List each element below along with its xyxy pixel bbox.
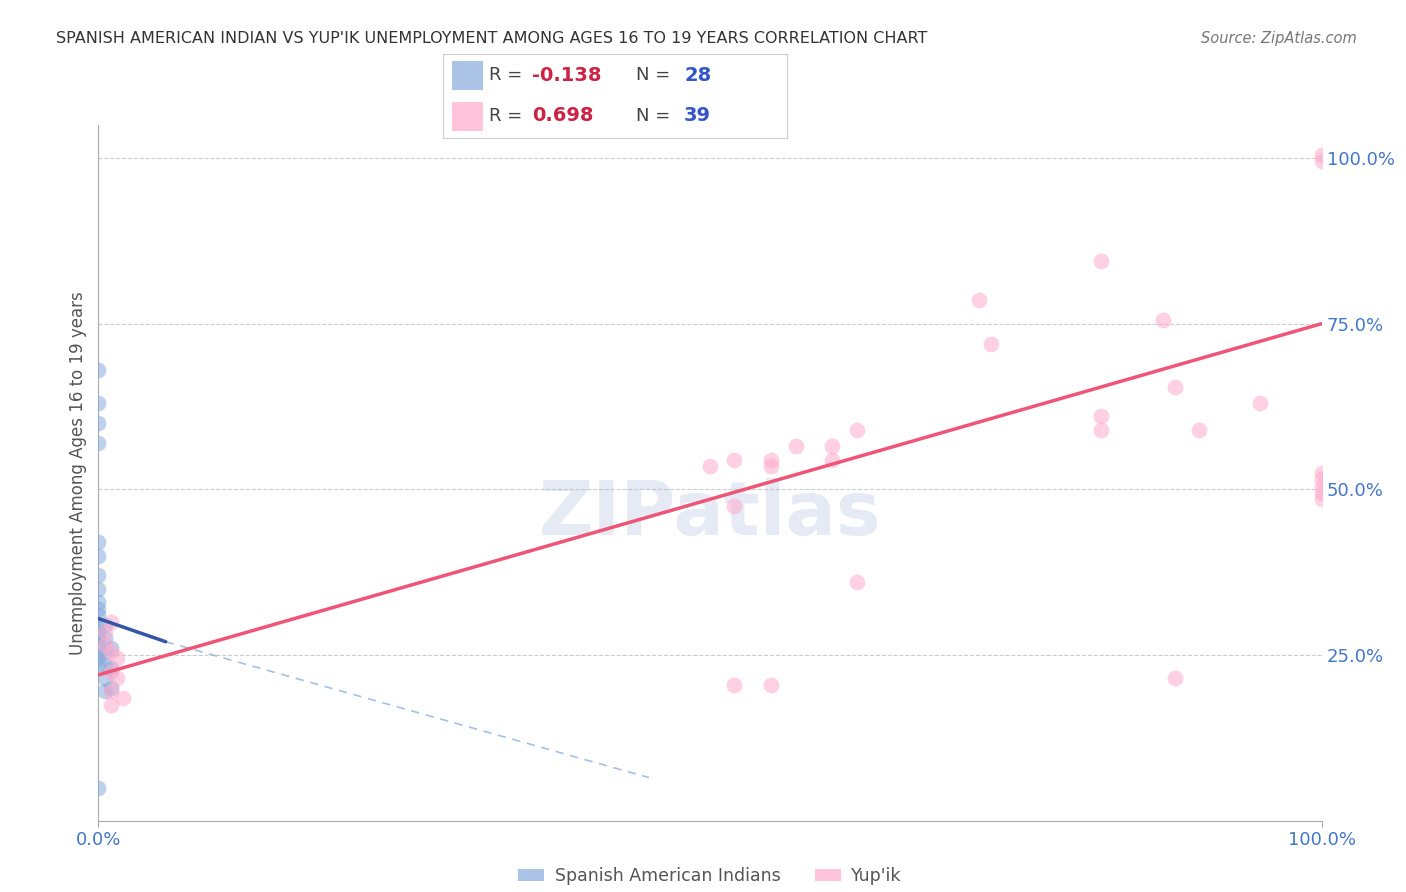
Point (1249, 396, 1271, 410)
Point (100, 661, 122, 675)
Point (1310, 485, 1333, 500)
Point (87, 416, 110, 430)
Point (87, 549, 110, 563)
Point (100, 615, 122, 629)
Point (93, 657, 115, 672)
Point (87, 436, 110, 450)
Point (100, 684, 122, 698)
Point (1310, 154, 1333, 169)
Point (87, 363, 110, 377)
Point (87, 651, 110, 665)
Text: R =: R = (489, 107, 529, 125)
Point (87, 535, 110, 549)
Point (87, 780, 110, 795)
Point (1090, 423, 1112, 437)
Text: 0.698: 0.698 (533, 106, 593, 125)
Point (93, 645, 115, 659)
Point (723, 678, 745, 692)
Point (1152, 313, 1174, 327)
Point (100, 681, 122, 695)
Point (845, 575, 868, 590)
Point (93, 618, 115, 632)
Point (845, 423, 868, 437)
Point (967, 293, 990, 308)
Point (761, 452, 783, 467)
Point (821, 452, 844, 467)
Point (105, 651, 128, 665)
Point (87, 601, 110, 615)
Point (980, 336, 1002, 351)
Point (93, 671, 115, 685)
Text: 28: 28 (685, 66, 711, 85)
Point (87, 645, 110, 659)
Point (1164, 379, 1187, 393)
Point (87, 595, 110, 609)
Text: R =: R = (489, 66, 529, 84)
Text: 39: 39 (685, 106, 711, 125)
Text: Source: ZipAtlas.com: Source: ZipAtlas.com (1201, 31, 1357, 46)
Point (87, 632, 110, 646)
Text: ZIPatlas: ZIPatlas (538, 478, 882, 551)
Bar (451, 62, 482, 90)
Point (1164, 671, 1187, 685)
Text: SPANISH AMERICAN INDIAN VS YUP'IK UNEMPLOYMENT AMONG AGES 16 TO 19 YEARS CORRELA: SPANISH AMERICAN INDIAN VS YUP'IK UNEMPL… (56, 31, 928, 46)
Point (761, 459, 783, 474)
Point (87, 568, 110, 582)
Bar (451, 102, 482, 130)
Point (87, 582, 110, 596)
Point (785, 439, 807, 453)
Point (821, 439, 844, 453)
Point (100, 641, 122, 656)
Point (1188, 423, 1211, 437)
Point (1310, 492, 1333, 507)
Point (100, 665, 122, 679)
Point (723, 452, 745, 467)
Point (87, 624, 110, 639)
Point (723, 499, 745, 513)
Text: -0.138: -0.138 (533, 66, 602, 85)
Point (105, 671, 128, 685)
Point (111, 691, 134, 706)
Point (1310, 479, 1333, 493)
Point (87, 396, 110, 410)
Legend: Spanish American Indians, Yup'ik: Spanish American Indians, Yup'ik (512, 860, 908, 892)
Point (93, 624, 115, 639)
Point (761, 678, 783, 692)
Point (93, 632, 115, 646)
Point (87, 657, 110, 672)
Point (87, 608, 110, 623)
Point (1310, 466, 1333, 480)
Point (93, 638, 115, 652)
Point (87, 638, 110, 652)
Point (1090, 253, 1112, 268)
Point (93, 684, 115, 698)
Text: N =: N = (636, 66, 676, 84)
Text: N =: N = (636, 107, 676, 125)
Y-axis label: Unemployment Among Ages 16 to 19 years: Unemployment Among Ages 16 to 19 years (69, 291, 87, 655)
Point (1310, 147, 1333, 161)
Point (100, 645, 122, 659)
Point (1310, 472, 1333, 486)
Point (1090, 409, 1112, 424)
Point (100, 698, 122, 712)
Point (699, 459, 721, 474)
Point (87, 618, 110, 632)
